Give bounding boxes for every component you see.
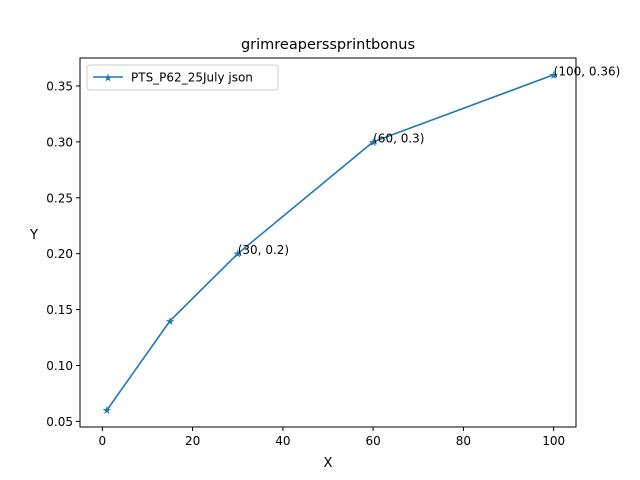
y-tick-label: 0.30 <box>46 135 73 149</box>
legend-box <box>86 64 279 91</box>
point-annotation: (100, 0.36) <box>554 64 621 78</box>
series-line <box>106 74 554 411</box>
y-axis-label: Y <box>29 228 38 243</box>
legend-label: PTS_P62_25July json <box>131 71 253 85</box>
y-tick-label: 0.20 <box>46 247 73 261</box>
y-tick-label: 0.05 <box>46 415 73 429</box>
plot-area: 0 20 40 60 80 100 0.05 0.10 0.15 0.20 0.25 0.30 0.35… <box>46 64 620 448</box>
x-tick-label: 60 <box>365 434 380 448</box>
x-tick-label: 100 <box>542 434 565 448</box>
axes-frame <box>79 57 577 428</box>
x-tick-label: 80 <box>456 434 471 448</box>
data-point-marker: ★ <box>165 315 175 328</box>
data-point-marker: ★ <box>368 136 378 149</box>
data-point-marker: ★ <box>233 248 243 261</box>
legend: ★ PTS_P62_25July json <box>86 64 279 91</box>
data-point-marker: ★ <box>102 404 112 417</box>
x-tick-label: 20 <box>185 434 200 448</box>
x-tick-label: 0 <box>99 434 107 448</box>
chart-title: grimreaperssprintbonus <box>241 37 415 53</box>
y-tick-label: 0.10 <box>46 359 73 373</box>
x-axis-label: X <box>324 456 333 471</box>
y-tick-label: 0.15 <box>46 303 73 317</box>
legend-marker-icon: ★ <box>103 72 113 85</box>
data-point-marker: ★ <box>549 69 559 82</box>
x-tick-label: 40 <box>275 434 290 448</box>
point-annotation: (30, 0.2) <box>238 243 289 257</box>
y-tick-label: 0.25 <box>46 191 73 205</box>
y-tick-label: 0.35 <box>46 79 73 93</box>
point-annotation: (60, 0.3) <box>373 131 424 145</box>
